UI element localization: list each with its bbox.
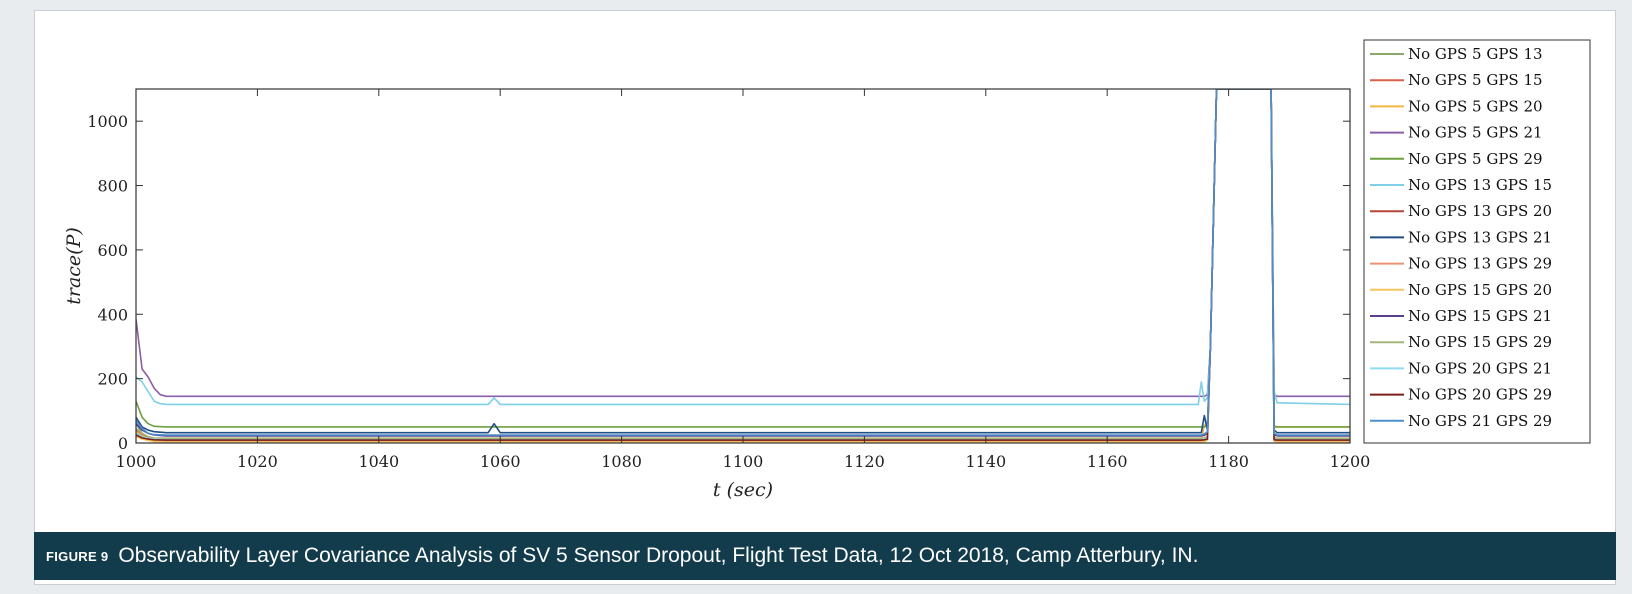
x-tick-label: 1200 (1330, 452, 1371, 471)
plot-area (136, 89, 1350, 443)
legend-entry: No GPS 15 GPS 20 (1408, 281, 1552, 299)
x-axis-label: t (sec) (713, 479, 773, 501)
legend-entry: No GPS 15 GPS 29 (1408, 333, 1552, 351)
legend-entry: No GPS 21 GPS 29 (1408, 412, 1552, 430)
legend-entry: No GPS 5 GPS 13 (1408, 45, 1543, 63)
x-tick-label: 1160 (1087, 452, 1128, 471)
x-tick-label: 1040 (358, 452, 399, 471)
figure-caption-text: Observability Layer Covariance Analysis … (118, 544, 1199, 567)
series-line-6 (136, 89, 1350, 406)
x-tick-label: 1120 (844, 452, 885, 471)
figure-number: FIGURE 9 (46, 548, 109, 564)
legend-entry: No GPS 5 GPS 29 (1408, 150, 1543, 168)
y-tick-label: 400 (97, 305, 128, 324)
y-tick-label: 800 (97, 177, 128, 196)
x-tick-label: 1000 (116, 452, 157, 471)
series-layer (136, 89, 1350, 443)
y-tick-label: 600 (97, 241, 128, 260)
series-line-15 (136, 89, 1350, 436)
x-tick-label: 1060 (480, 452, 521, 471)
legend-entry: No GPS 20 GPS 21 (1408, 359, 1552, 377)
figure-caption: FIGURE 9 Observability Layer Covariance … (34, 532, 1616, 580)
legend-entry: No GPS 5 GPS 20 (1408, 97, 1543, 115)
legend: No GPS 5 GPS 13 No GPS 5 GPS 15 No GPS 5 G… (1363, 39, 1591, 444)
y-axis-label: trace(P) (63, 227, 85, 305)
tick-layer: 1000 1020 1040 1060 1080 1100 1120 1140 1160 1180… (87, 89, 1370, 471)
x-tick-label: 1180 (1208, 452, 1249, 471)
legend-entry: No GPS 13 GPS 21 (1408, 228, 1552, 246)
y-tick-label: 1000 (87, 112, 128, 131)
x-tick-label: 1020 (237, 452, 278, 471)
x-tick-label: 1100 (723, 452, 764, 471)
legend-entry: No GPS 20 GPS 29 (1408, 386, 1552, 404)
legend-entry: No GPS 5 GPS 15 (1408, 71, 1543, 89)
legend-entry: No GPS 5 GPS 21 (1408, 124, 1543, 142)
x-tick-label: 1140 (965, 452, 1006, 471)
legend-entry: No GPS 15 GPS 21 (1408, 307, 1552, 325)
legend-entry: No GPS 13 GPS 20 (1408, 202, 1552, 220)
y-tick-label: 200 (97, 370, 128, 389)
legend-entry: No GPS 13 GPS 29 (1408, 255, 1552, 273)
legend-entry: No GPS 13 GPS 15 (1408, 176, 1552, 194)
x-tick-label: 1080 (601, 452, 642, 471)
y-tick-label: 0 (118, 434, 128, 453)
